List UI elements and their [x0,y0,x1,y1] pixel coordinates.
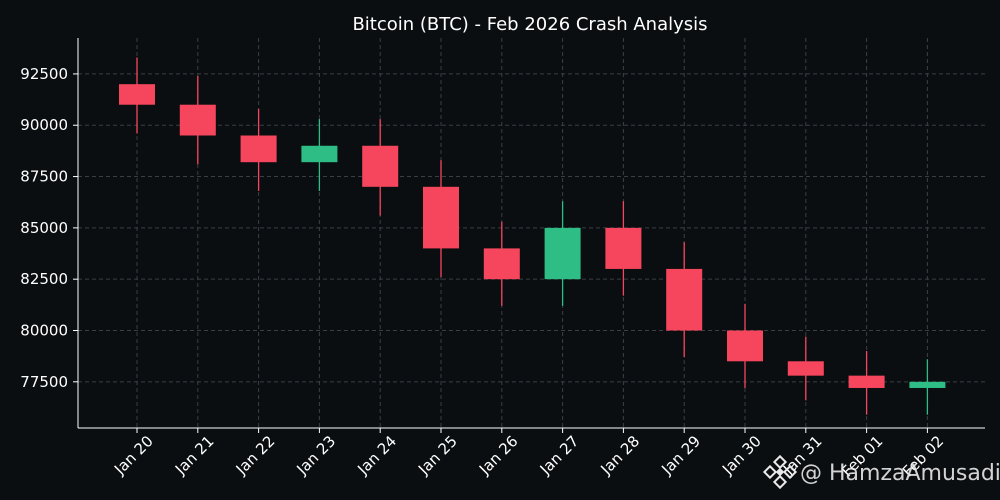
x-tick-label: Jan 24 [353,432,400,479]
candle-body [179,104,216,136]
candle-body [423,186,459,249]
watermark: @ HamzaAmusadi [762,454,1000,490]
x-tick-label: Jan 25 [414,432,461,479]
x-tick-label: Jan 27 [536,432,583,479]
watermark-text: @ HamzaAmusadi [800,461,1000,486]
x-tick-label: Jan 23 [293,432,340,479]
candle-body [605,227,642,269]
x-tick-label: Jan 26 [475,432,522,479]
x-tick-label: Jan 30 [718,432,765,479]
grid-layer [78,38,985,428]
x-tick-label: Jan 28 [597,432,644,479]
candle-body [787,361,824,376]
y-tick-label: 92500 [20,65,68,83]
y-tick-label: 82500 [20,270,68,288]
x-tick-label: Jan 20 [110,432,157,479]
candle-body [544,227,581,280]
candle-body [727,330,763,362]
y-tick-label: 77500 [20,373,68,391]
candle-body [119,84,155,105]
y-tick-label: 90000 [20,116,68,134]
chart-title: Bitcoin (BTC) - Feb 2026 Crash Analysis [352,14,707,35]
candle-body [666,268,703,331]
x-tick-label: Jan 21 [171,432,218,479]
y-tick-label: 85000 [20,219,68,237]
candle-body [909,381,946,388]
candle-body [848,375,885,388]
x-tick-label: Jan 29 [657,432,704,479]
x-tick-label: Jan 22 [232,432,279,479]
candle-body [301,145,338,163]
candles-layer [119,57,946,415]
candle-body [240,135,277,163]
y-tick-label: 80000 [20,322,68,340]
y-tick-label: 87500 [20,168,68,186]
candle-body [483,248,520,280]
candle-body [362,145,399,187]
